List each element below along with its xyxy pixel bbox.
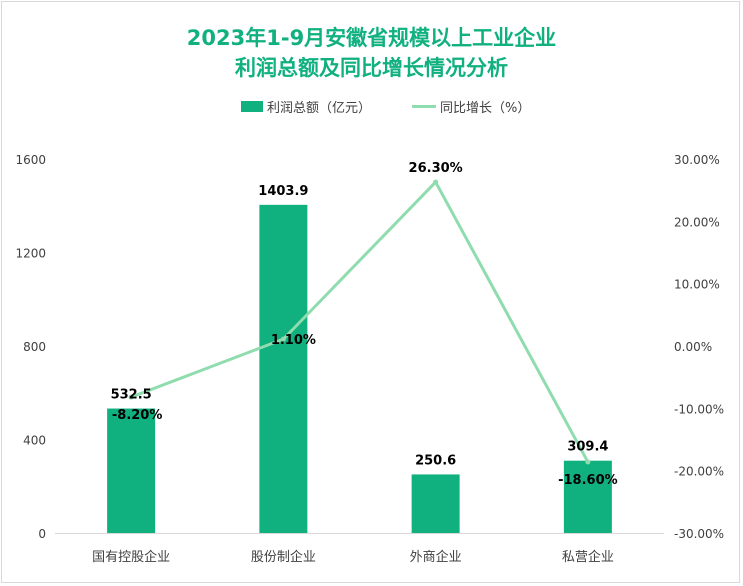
legend-label-growth: 同比增长（%）	[440, 101, 531, 116]
line-data-label: 26.30%	[409, 161, 463, 176]
bar-data-label: 532.5	[111, 388, 152, 403]
line-data-label: -8.20%	[112, 408, 163, 423]
y-left-tick-label: 0	[38, 527, 46, 541]
legend-item-growth: 同比增长（%）	[412, 97, 530, 116]
legend-swatch-bar	[241, 101, 263, 112]
y-left-tick-label: 1600	[15, 153, 46, 167]
bar-data-label: 250.6	[415, 453, 456, 468]
legend-item-profit: 利润总额（亿元）	[241, 97, 371, 116]
bar-data-label: 309.4	[567, 440, 608, 455]
growth-point	[280, 336, 286, 342]
y-right-tick-label: 30.00%	[674, 153, 720, 167]
x-tick-label: 外商企业	[410, 549, 462, 565]
bar	[411, 474, 460, 533]
growth-point	[585, 459, 591, 465]
y-right-tick-label: 10.00%	[674, 278, 720, 292]
y-left-tick-label: 1200	[15, 247, 46, 261]
y-right-tick-label: 0.00%	[674, 340, 712, 354]
growth-point	[128, 394, 134, 400]
x-tick-label: 私营企业	[562, 549, 614, 565]
growth-point	[433, 179, 439, 185]
bar	[107, 408, 156, 533]
y-right-tick-label: -30.00%	[674, 527, 724, 541]
x-tick-label: 股份制企业	[251, 549, 316, 565]
y-left-tick-label: 400	[23, 434, 46, 448]
y-right-tick-label: 20.00%	[674, 215, 720, 229]
line-data-label: -18.60%	[558, 473, 618, 488]
bar-data-label: 1403.9	[258, 184, 308, 199]
legend-label-profit: 利润总额（亿元）	[267, 101, 372, 116]
y-left-tick-label: 800	[23, 340, 46, 354]
chart-title-line-2: 利润总额及同比增长情况分析	[235, 56, 508, 80]
chart-legend: 利润总额（亿元） 同比增长（%）	[0, 97, 743, 119]
line-data-label: 1.10%	[271, 333, 316, 348]
legend-swatch-line	[412, 105, 436, 108]
y-right-tick-label: -20.00%	[674, 465, 724, 479]
chart-title-line-1: 2023年1-9月安徽省规模以上工业企业	[186, 26, 557, 50]
x-tick-label: 国有控股企业	[92, 549, 170, 565]
y-right-tick-label: -10.00%	[674, 402, 724, 416]
growth-line	[129, 180, 590, 464]
bar	[563, 460, 612, 533]
bar	[259, 204, 308, 533]
